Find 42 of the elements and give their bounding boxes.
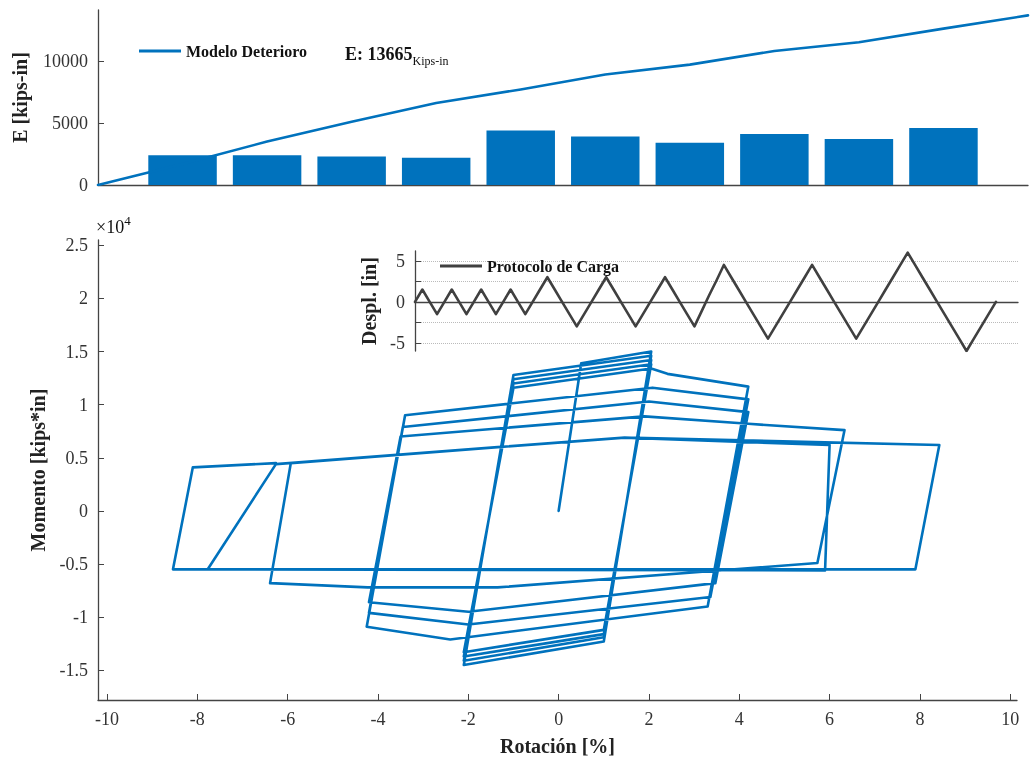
x-tick-label: -2 bbox=[460, 709, 476, 729]
x-tick-label: 10 bbox=[1001, 709, 1020, 729]
y-tick-label: -5 bbox=[390, 332, 405, 353]
legend-label: Protocolo de Carga bbox=[487, 257, 620, 276]
y-tick-label: 2.5 bbox=[65, 235, 88, 256]
x-tick-label: -8 bbox=[189, 709, 205, 729]
bar bbox=[401, 157, 471, 185]
x-axis-title: Rotación [%] bbox=[500, 735, 615, 757]
y-tick-label: 2 bbox=[79, 288, 88, 309]
y-tick-label: 0 bbox=[79, 175, 88, 195]
y-axis-title: Momento [kips*in] bbox=[27, 388, 50, 552]
legend-label: Modelo Deterioro bbox=[186, 42, 307, 60]
y-axis-title: E [kips-in] bbox=[9, 52, 32, 143]
x-tick-label: -6 bbox=[280, 709, 296, 729]
y-tick-label: 5000 bbox=[52, 112, 88, 133]
y-tick-label: 10000 bbox=[43, 50, 88, 71]
x-tick-label: 0 bbox=[554, 709, 564, 729]
x-tick-label: -10 bbox=[95, 709, 120, 729]
bar bbox=[317, 156, 386, 185]
y-tick-label: 0 bbox=[79, 500, 88, 521]
bar bbox=[740, 134, 809, 185]
y-tick-label: 1 bbox=[79, 394, 88, 415]
bar bbox=[909, 127, 978, 185]
y-tick-label: -1 bbox=[73, 607, 88, 628]
line-series bbox=[171, 350, 941, 667]
y-tick-label: -1.5 bbox=[59, 660, 88, 681]
y-axis-title: Despl. [in] bbox=[358, 257, 382, 345]
x-tick-label: 4 bbox=[734, 709, 744, 729]
y-tick-label: 1.5 bbox=[65, 341, 88, 362]
y-tick-label: 0.5 bbox=[65, 447, 88, 468]
bar bbox=[655, 142, 725, 185]
bar bbox=[486, 130, 555, 185]
bar bbox=[571, 136, 640, 185]
bar bbox=[232, 155, 302, 185]
y-tick-label: 5 bbox=[396, 250, 405, 271]
y-tick-label: 0 bbox=[396, 291, 405, 312]
x-tick-label: 8 bbox=[915, 709, 925, 729]
bar bbox=[824, 139, 894, 185]
y-tick-label: -0.5 bbox=[59, 554, 88, 575]
x-tick-label: -4 bbox=[370, 709, 386, 729]
x-tick-label: 6 bbox=[825, 709, 835, 729]
x-tick-label: 2 bbox=[644, 709, 654, 729]
